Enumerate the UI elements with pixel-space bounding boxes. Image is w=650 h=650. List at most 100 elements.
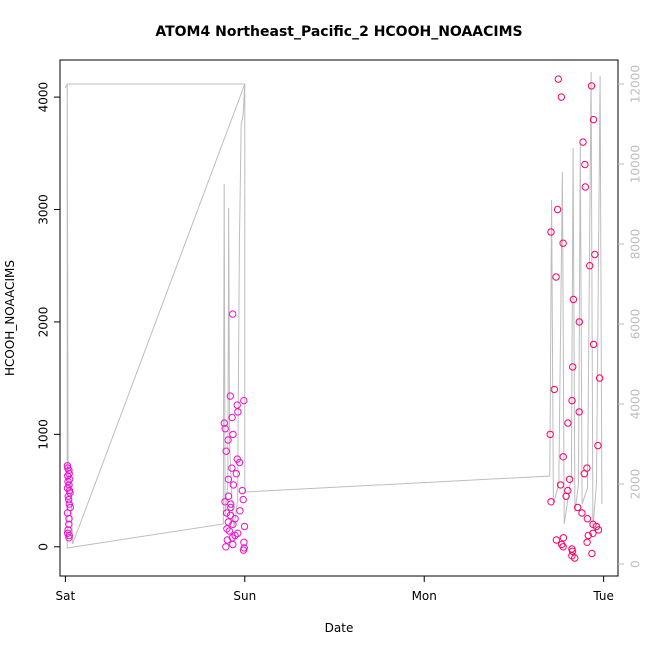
data-point [595,374,604,382]
data-point [64,526,72,534]
y-axis-label: HCOOH_NOAACIMS [3,260,17,376]
data-point [65,470,73,478]
data-point [222,447,230,455]
y-tick-label: 0 [37,543,51,551]
data-point [565,475,574,483]
y2-tick-label: 2000 [629,469,643,500]
data-point [223,536,232,544]
x-tick-label: Sun [233,589,256,603]
data-point [579,138,587,146]
data-point [232,470,241,478]
data-point [65,486,74,495]
data-point [229,481,238,489]
data-point [222,543,230,551]
data-point [229,430,237,439]
data-point [554,75,562,83]
data-point [589,520,597,528]
data-point [221,425,229,433]
data-point [589,115,598,124]
x-axis-label: Date [325,621,354,635]
data-point [550,385,558,394]
data-point [594,441,602,450]
data-point [65,500,74,508]
data-point [547,228,555,236]
data-point [564,419,572,427]
data-point [240,522,249,531]
data-point [564,486,572,495]
data-point [228,464,236,472]
data-point [65,531,73,540]
data-point [240,538,248,546]
data-point [224,492,233,500]
data-point [234,529,242,537]
points-layer [63,75,604,562]
x-tick-label: Sat [56,589,76,603]
data-point [588,549,596,558]
data-point [583,515,592,523]
data-point [559,453,567,461]
chart-title: ATOM4 Northeast_Pacific_2 HCOOH_NOAACIMS [155,24,522,40]
y-tick-label: 2000 [37,307,51,338]
data-point [546,430,554,439]
x-tick-label: Mon [412,589,437,603]
data-point [589,340,598,349]
data-point [569,295,578,304]
data-point [568,545,576,553]
y2-tick-label: 6000 [629,309,643,340]
data-point [587,82,596,90]
data-point [559,534,568,542]
data-point [225,527,234,535]
data-point [240,544,248,552]
y2-tick-label: 10000 [629,145,643,183]
data-point [228,413,236,422]
data-point [221,498,229,506]
data-point [233,455,242,463]
data-point [583,464,591,472]
data-point [222,509,231,517]
y-tick-label: 1000 [37,419,51,450]
data-point [591,250,599,259]
data-point [552,273,560,281]
data-point [578,509,586,517]
data-point [226,392,235,400]
data-point [65,495,73,504]
y2-tick-label: 0 [629,560,643,568]
y-tick-label: 3000 [37,194,51,225]
data-point [584,531,592,540]
data-point [224,518,233,526]
data-point [220,419,229,427]
data-point [229,310,237,318]
axes-layer: Sat Sun Mon Tue 0 1000 2000 3000 4000 0 2000 4000 60… [37,65,643,603]
data-point [227,503,235,512]
data-point [558,540,566,549]
y2-tick-label: 8000 [629,229,643,260]
data-point [233,401,241,409]
data-point [583,538,591,546]
data-point [568,396,576,405]
data-point [569,363,577,371]
data-point [236,507,244,515]
altitude-line-layer [64,71,603,549]
data-point [575,408,583,416]
data-point [586,262,594,270]
data-point [581,183,589,191]
data-point [556,481,565,489]
y2-tick-label: 4000 [629,389,643,420]
data-point [229,540,237,549]
y-tick-label: 4000 [37,82,51,113]
data-point [65,481,73,489]
data-point [575,318,583,326]
data-point [574,503,582,512]
data-point [64,477,72,486]
data-point [547,498,555,506]
data-point [224,436,232,444]
data-point [63,529,72,537]
data-point [552,536,561,544]
data-point [589,529,597,537]
data-point [63,462,72,470]
data-point [223,525,231,533]
data-point [66,503,75,512]
data-point [559,239,567,247]
data-point [240,396,248,405]
